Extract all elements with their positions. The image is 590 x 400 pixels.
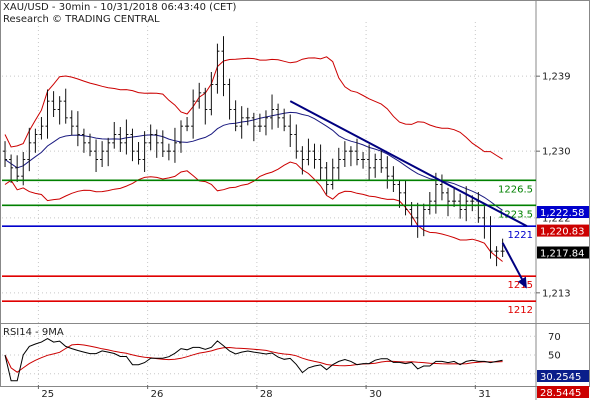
level-label: 1226.5 (498, 184, 533, 195)
rsi-value-tag-box (537, 370, 589, 382)
time-tick-label: 26 (151, 389, 164, 400)
time-tick-label: 30 (369, 389, 382, 400)
rsi-panel-title: RSI14 - 9MA (3, 327, 64, 338)
price-tag-label: 1,222.58 (540, 208, 585, 219)
price-tag-box (537, 246, 589, 259)
time-tick-label: 28 (260, 389, 273, 400)
level-label: 1223.5 (498, 209, 533, 220)
rsi-value-tag-box (537, 386, 589, 398)
rsi-tick-label: 50 (548, 351, 561, 362)
level-label: 1212 (508, 305, 533, 316)
rsi-tick-label: 70 (548, 332, 561, 343)
time-tick-label: 31 (478, 389, 491, 400)
price-tick-label: 1,222 (542, 213, 571, 224)
trendline (289, 100, 528, 228)
candles (3, 36, 505, 267)
rsi-value-tag-label: 28.5445 (540, 388, 581, 399)
price-tag-box (537, 224, 589, 237)
bollinger-lower (4, 161, 503, 262)
rsi-line (4, 338, 503, 382)
level-label: 1215 (508, 280, 533, 291)
price-tag-label: 1,220.83 (540, 227, 585, 238)
price-tag-label: 1,217.84 (540, 249, 585, 260)
price-tag-box (537, 206, 589, 218)
chart-subtitle: Research © TRADING CENTRAL (3, 14, 160, 25)
level-label: 1221 (508, 230, 533, 241)
rsi-ma-line (4, 343, 503, 373)
bollinger-upper (4, 56, 503, 160)
time-tick-label: 25 (41, 389, 54, 400)
forecast-arrow-shaft (501, 242, 525, 284)
rsi-value-tag-label: 30.2545 (540, 372, 581, 383)
chart-title: XAU/USD - 30min - 10/31/2018 06:43:40 (C… (3, 2, 237, 13)
price-tick-label: 1,230 (542, 147, 571, 158)
forecast-arrow-head (517, 276, 527, 289)
price-tick-label: 1,239 (542, 72, 571, 83)
price-tick-label: 1,213 (542, 288, 571, 299)
